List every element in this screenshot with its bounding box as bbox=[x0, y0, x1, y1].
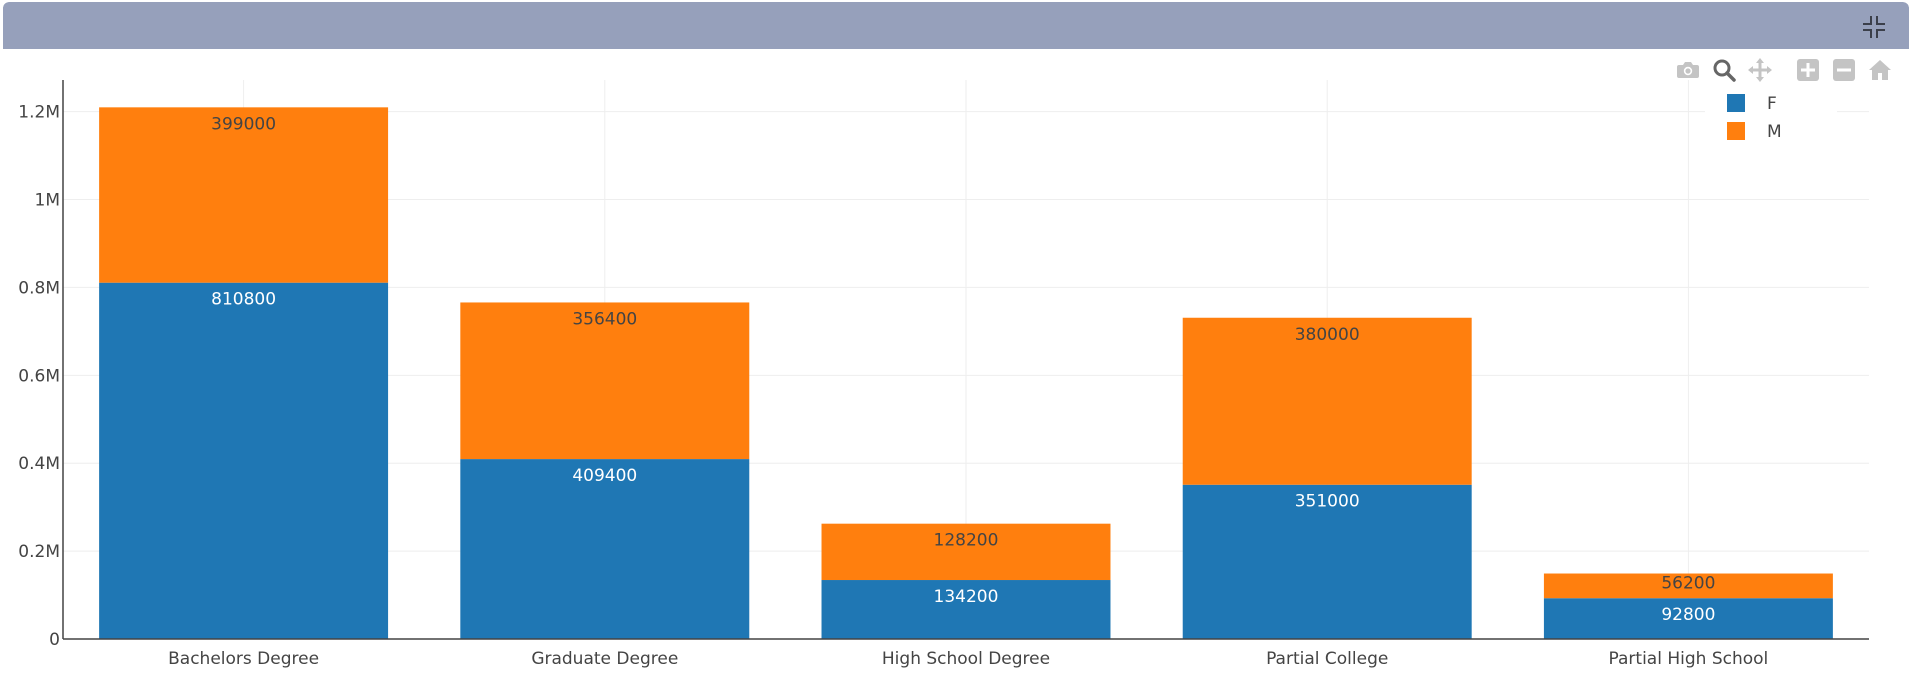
y-tick-label: 0.4M bbox=[18, 454, 60, 474]
x-tick-label: Partial College bbox=[1266, 649, 1388, 669]
data-label: 134200 bbox=[934, 587, 999, 607]
bar-f bbox=[99, 282, 389, 639]
x-tick-label: High School Degree bbox=[882, 649, 1050, 669]
chart-modebar bbox=[1675, 57, 1893, 83]
y-tick-label: 0 bbox=[49, 630, 60, 650]
legend-swatch-m bbox=[1727, 122, 1745, 140]
data-label: 810800 bbox=[211, 290, 276, 310]
chart-panel: 810800 399000 409400 356400 134200 128200 3510… bbox=[3, 2, 1909, 674]
bars bbox=[99, 107, 1833, 639]
x-tick-label: Partial High School bbox=[1609, 649, 1769, 669]
camera-icon[interactable] bbox=[1675, 57, 1701, 83]
x-tick-label: Graduate Degree bbox=[531, 649, 678, 669]
stacked-bar-chart: 810800 399000 409400 356400 134200 128200 3510… bbox=[18, 80, 1869, 669]
bar-f bbox=[821, 580, 1111, 639]
bar-f bbox=[1543, 598, 1833, 639]
y-tick-label: 0.8M bbox=[18, 278, 60, 298]
data-labels: 810800 399000 409400 356400 134200 128200 3510… bbox=[211, 114, 1715, 625]
legend-label-m: M bbox=[1767, 122, 1782, 142]
zoom-out-icon[interactable] bbox=[1831, 57, 1857, 83]
zoom-in-icon[interactable] bbox=[1795, 57, 1821, 83]
pan-icon[interactable] bbox=[1747, 57, 1773, 83]
bar-m bbox=[821, 523, 1111, 581]
bar-f bbox=[1182, 484, 1472, 639]
data-label: 351000 bbox=[1295, 492, 1360, 512]
x-tick-labels: Bachelors Degree Graduate Degree High Scho… bbox=[168, 649, 1768, 669]
bar-m bbox=[460, 302, 750, 460]
bar-m bbox=[1543, 573, 1833, 599]
data-label: 356400 bbox=[572, 309, 637, 329]
data-label: 380000 bbox=[1295, 325, 1360, 345]
legend-swatch-f bbox=[1727, 94, 1745, 112]
data-label: 399000 bbox=[211, 114, 276, 134]
collapse-icon[interactable] bbox=[1861, 14, 1887, 40]
panel-header bbox=[3, 2, 1909, 49]
data-label: 56200 bbox=[1661, 574, 1715, 594]
bar-f bbox=[460, 459, 750, 639]
y-tick-label: 1M bbox=[35, 191, 60, 211]
home-icon[interactable] bbox=[1867, 57, 1893, 83]
bar-m bbox=[1182, 317, 1472, 485]
data-label: 128200 bbox=[934, 531, 999, 551]
y-tick-labels: 0 0.2M 0.4M 0.6M 0.8M 1M 1.2M bbox=[18, 103, 60, 650]
data-label: 409400 bbox=[572, 466, 637, 486]
x-tick-label: Bachelors Degree bbox=[168, 649, 319, 669]
legend-label-f: F bbox=[1767, 94, 1777, 114]
data-label: 92800 bbox=[1661, 605, 1715, 625]
y-tick-label: 1.2M bbox=[18, 103, 60, 123]
y-tick-label: 0.2M bbox=[18, 542, 60, 562]
zoom-icon[interactable] bbox=[1711, 57, 1737, 83]
legend: FM bbox=[1705, 84, 1837, 146]
bar-m bbox=[99, 107, 389, 283]
y-tick-label: 0.6M bbox=[18, 366, 60, 386]
